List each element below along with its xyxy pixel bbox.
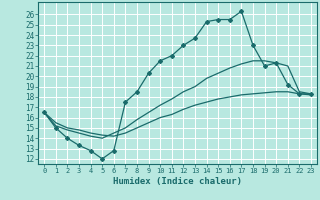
- X-axis label: Humidex (Indice chaleur): Humidex (Indice chaleur): [113, 177, 242, 186]
